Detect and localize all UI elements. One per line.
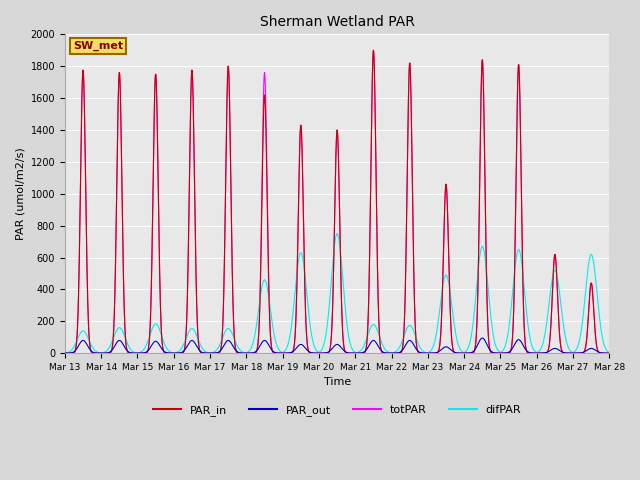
Title: Sherman Wetland PAR: Sherman Wetland PAR bbox=[260, 15, 415, 29]
Text: SW_met: SW_met bbox=[73, 41, 123, 51]
Legend: PAR_in, PAR_out, totPAR, difPAR: PAR_in, PAR_out, totPAR, difPAR bbox=[148, 400, 525, 420]
Y-axis label: PAR (umol/m2/s): PAR (umol/m2/s) bbox=[15, 147, 25, 240]
X-axis label: Time: Time bbox=[323, 377, 351, 387]
